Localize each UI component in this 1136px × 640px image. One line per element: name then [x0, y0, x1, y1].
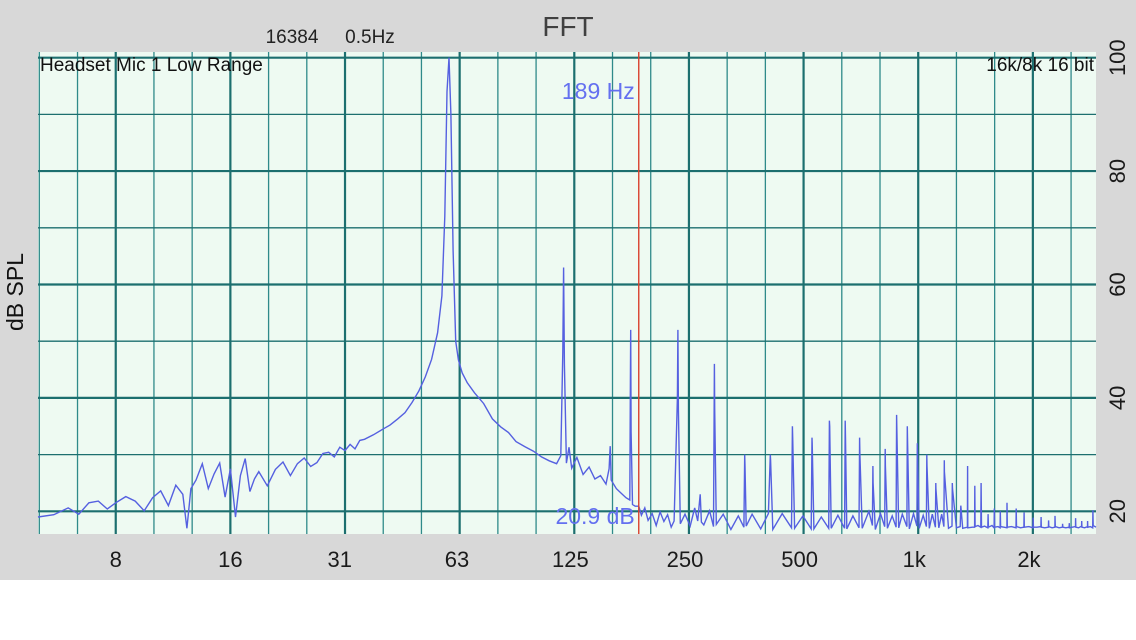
grid [38, 52, 1096, 534]
spectrum-trace [37, 57, 1097, 532]
cursor-frequency-readout: 189 Hz [562, 78, 635, 104]
cursor-level-readout: 20.9 dB [555, 503, 634, 529]
x-tick-label: 1k [903, 547, 927, 572]
corner-label-left: Headset Mic 1 Low Range [40, 55, 263, 76]
x-tick-label: 500 [781, 547, 818, 572]
x-tick-label: 250 [667, 547, 704, 572]
fft-size-label: 16384 [266, 27, 319, 48]
x-tick-label: 8 [110, 547, 122, 572]
x-tick-label: 63 [445, 547, 469, 572]
chart-title: FFT [542, 11, 593, 42]
x-axis-ticks: 8 16 31 63 125 250 500 1k 2k [110, 547, 1042, 572]
resolution-label: 0.5Hz [345, 27, 395, 48]
y-axis-ticks: 20 40 60 80 100 [1105, 39, 1130, 523]
x-tick-label: 31 [328, 547, 352, 572]
x-tick-label: 125 [552, 547, 589, 572]
x-tick-label: 16 [218, 547, 242, 572]
plot-area [38, 52, 1096, 534]
y-tick-label: 20 [1105, 499, 1130, 523]
corner-label-right: 16k/8k 16 bit [986, 55, 1094, 76]
y-axis-label: dB SPL [2, 253, 28, 331]
y-tick-label: 100 [1105, 39, 1130, 76]
y-tick-label: 40 [1105, 386, 1130, 410]
y-tick-label: 80 [1105, 159, 1130, 183]
x-tick-label: 2k [1017, 547, 1041, 572]
y-tick-label: 60 [1105, 272, 1130, 296]
